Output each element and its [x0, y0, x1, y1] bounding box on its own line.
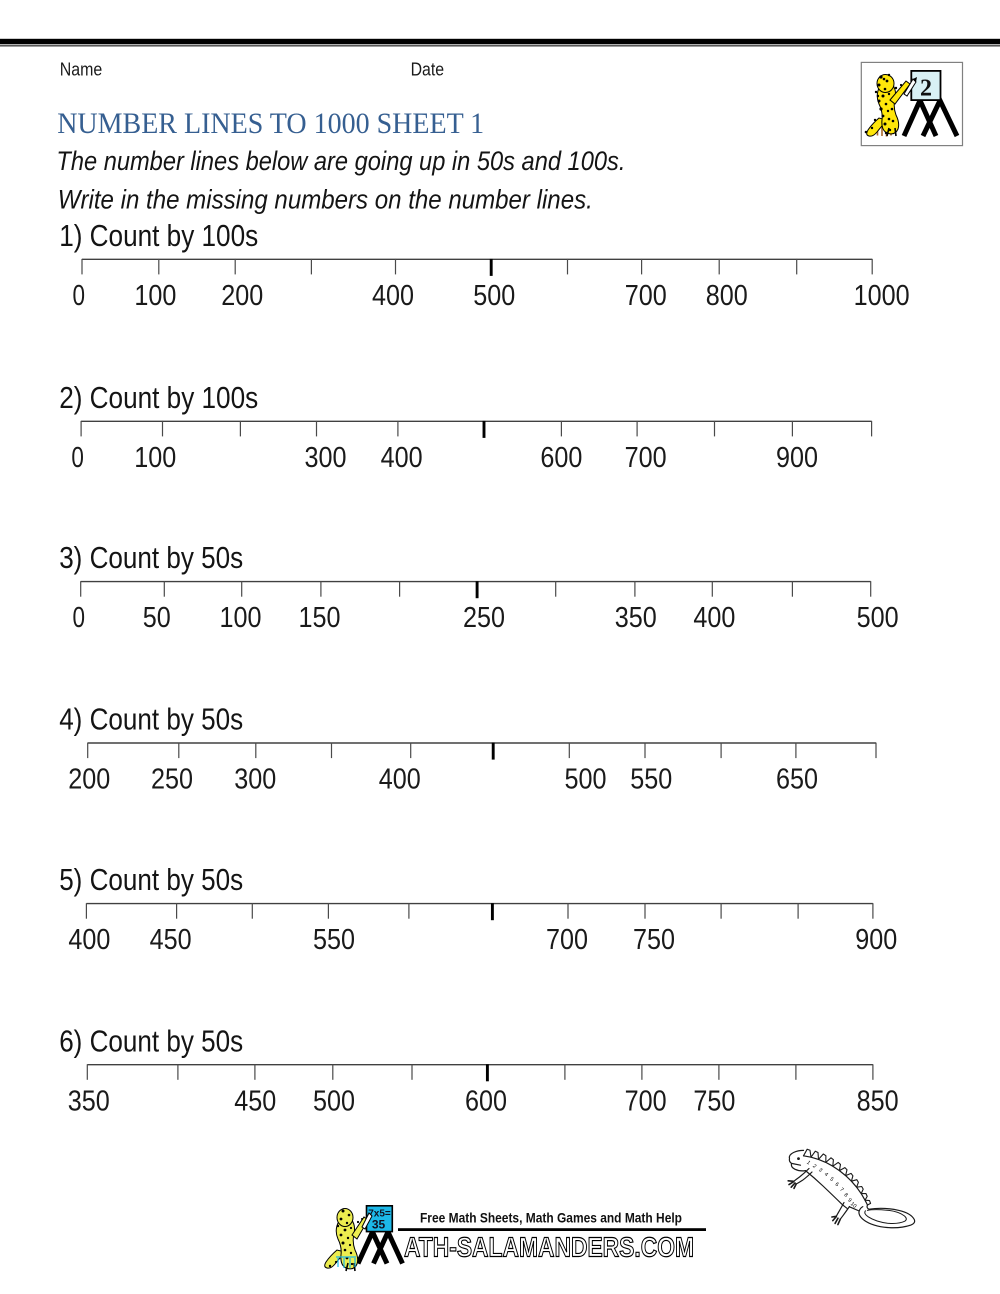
- svg-text:3) Count by 50s: 3) Count by 50s: [59, 541, 243, 575]
- svg-text:NUMBER LINES TO 1000 SHEET 1: NUMBER LINES TO 1000 SHEET 1: [57, 108, 484, 140]
- svg-text:750: 750: [693, 1085, 735, 1117]
- svg-text:6) Count by 50s: 6) Count by 50s: [59, 1024, 243, 1058]
- svg-text:800: 800: [706, 280, 748, 312]
- svg-text:400: 400: [372, 280, 414, 312]
- svg-text:700: 700: [546, 924, 588, 956]
- svg-text:150: 150: [299, 602, 341, 634]
- svg-text:Write in the missing numbers o: Write in the missing numbers on the numb…: [58, 185, 593, 215]
- svg-text:4) Count by 50s: 4) Count by 50s: [59, 703, 243, 737]
- svg-text:Date: Date: [411, 60, 445, 80]
- svg-text:ATH-SALAMANDERS.COM: ATH-SALAMANDERS.COM: [404, 1232, 694, 1263]
- svg-text:350: 350: [615, 602, 657, 634]
- svg-text:300: 300: [305, 442, 347, 474]
- svg-text:1: 1: [805, 1160, 811, 1167]
- svg-text:6: 6: [834, 1182, 840, 1189]
- svg-text:100: 100: [220, 602, 262, 634]
- svg-text:200: 200: [221, 280, 263, 312]
- svg-text:700: 700: [625, 1085, 667, 1117]
- svg-text:7: 7: [838, 1187, 844, 1194]
- svg-text:600: 600: [540, 442, 582, 474]
- svg-text:450: 450: [234, 1085, 276, 1117]
- svg-text:500: 500: [473, 280, 515, 312]
- svg-text:550: 550: [313, 924, 355, 956]
- svg-text:2) Count by 100s: 2) Count by 100s: [59, 381, 258, 415]
- svg-text:5: 5: [828, 1176, 834, 1183]
- svg-text:250: 250: [151, 764, 193, 796]
- svg-text:400: 400: [381, 442, 423, 474]
- svg-text:1000: 1000: [854, 280, 910, 312]
- svg-text:1) Count by 100s: 1) Count by 100s: [59, 219, 258, 253]
- svg-text:100: 100: [134, 280, 176, 312]
- svg-text:400: 400: [68, 924, 110, 956]
- svg-text:3: 3: [817, 1167, 823, 1174]
- svg-text:850: 850: [857, 1085, 899, 1117]
- svg-text:500: 500: [313, 1085, 355, 1117]
- svg-text:700: 700: [625, 442, 667, 474]
- svg-text:7x5=: 7x5=: [368, 1209, 391, 1220]
- svg-text:2: 2: [920, 76, 932, 102]
- svg-text:9: 9: [846, 1197, 852, 1204]
- svg-text:0: 0: [71, 442, 84, 474]
- svg-text:5) Count by 50s: 5) Count by 50s: [59, 863, 243, 897]
- svg-text:0: 0: [72, 280, 85, 312]
- svg-text:900: 900: [776, 442, 818, 474]
- svg-text:35: 35: [372, 1218, 386, 1232]
- svg-text:550: 550: [630, 764, 672, 796]
- svg-text:500: 500: [857, 602, 899, 634]
- svg-text:0: 0: [72, 602, 85, 634]
- svg-text:The number lines below are goi: The number lines below are going up in 5…: [56, 146, 625, 176]
- svg-text:100: 100: [134, 442, 176, 474]
- svg-text:350: 350: [68, 1085, 110, 1117]
- svg-text:8: 8: [843, 1192, 849, 1199]
- svg-text:300: 300: [234, 764, 276, 796]
- svg-text:750: 750: [633, 924, 675, 956]
- svg-text:650: 650: [776, 764, 818, 796]
- svg-text:10: 10: [849, 1201, 857, 1209]
- svg-text:Name: Name: [60, 60, 103, 80]
- svg-text:400: 400: [379, 764, 421, 796]
- svg-text:600: 600: [465, 1085, 507, 1117]
- svg-text:250: 250: [463, 602, 505, 634]
- svg-text:450: 450: [150, 924, 192, 956]
- svg-text:Free Math Sheets, Math Games a: Free Math Sheets, Math Games and Math He…: [420, 1211, 682, 1226]
- svg-text:700: 700: [625, 280, 667, 312]
- svg-text:900: 900: [855, 924, 897, 956]
- svg-text:2: 2: [811, 1163, 817, 1170]
- svg-text:400: 400: [693, 602, 735, 634]
- svg-text:4: 4: [823, 1172, 829, 1179]
- svg-text:200: 200: [68, 764, 110, 796]
- svg-text:500: 500: [565, 764, 607, 796]
- svg-text:50: 50: [143, 602, 171, 634]
